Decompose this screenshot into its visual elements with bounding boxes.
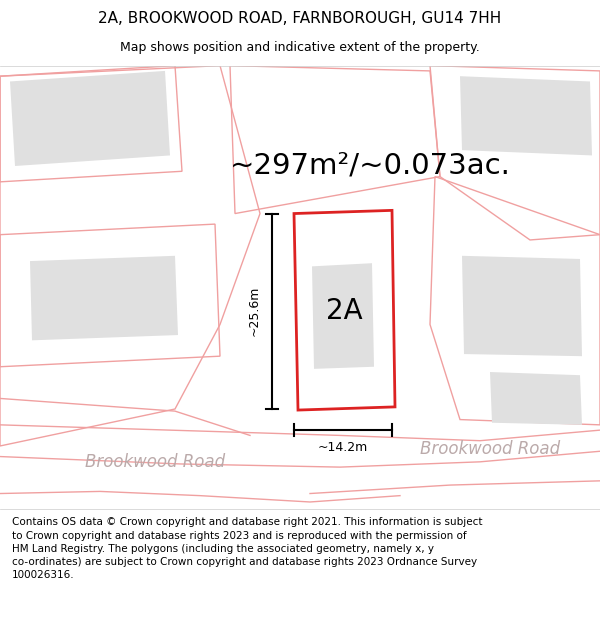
Polygon shape (294, 211, 395, 410)
Text: ~297m²/~0.073ac.: ~297m²/~0.073ac. (230, 152, 511, 180)
Polygon shape (462, 256, 582, 356)
Text: Brookwood Road: Brookwood Road (420, 440, 560, 458)
Polygon shape (490, 372, 582, 425)
Text: 2A: 2A (326, 297, 362, 325)
Polygon shape (30, 256, 178, 341)
Text: Map shows position and indicative extent of the property.: Map shows position and indicative extent… (120, 41, 480, 54)
Polygon shape (460, 76, 592, 156)
Text: ~14.2m: ~14.2m (318, 441, 368, 454)
Polygon shape (10, 71, 170, 166)
Text: 2A, BROOKWOOD ROAD, FARNBOROUGH, GU14 7HH: 2A, BROOKWOOD ROAD, FARNBOROUGH, GU14 7H… (98, 11, 502, 26)
Text: Contains OS data © Crown copyright and database right 2021. This information is : Contains OS data © Crown copyright and d… (12, 518, 482, 580)
Polygon shape (312, 263, 374, 369)
Text: Brookwood Road: Brookwood Road (85, 453, 225, 471)
Text: ~25.6m: ~25.6m (248, 286, 260, 336)
